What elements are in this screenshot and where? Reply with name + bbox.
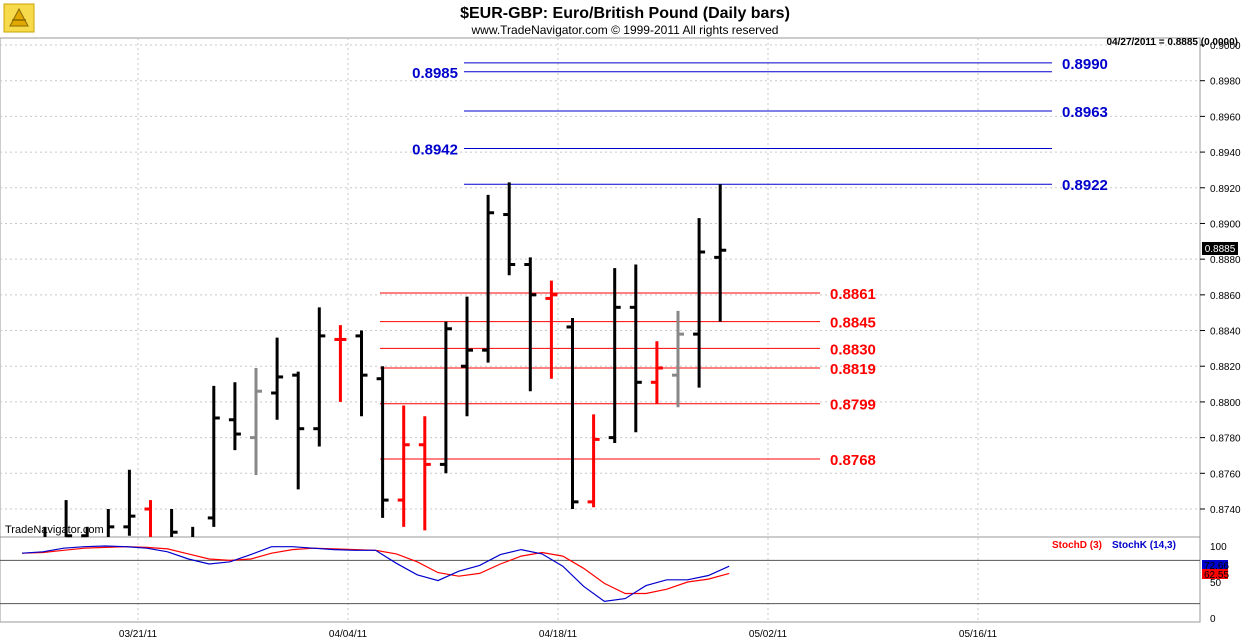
logo-icon (3, 3, 35, 33)
legend-stoch-d: StochD (3) (1052, 540, 1102, 551)
support-label: 0.8845 (830, 315, 876, 332)
date-axis: 03/21/11 04/04/11 04/18/11 05/02/11 05/16/11 (119, 629, 998, 640)
support-label: 0.8799 (830, 397, 876, 414)
y-tick-label: 0.8980 (1210, 77, 1241, 88)
level-lines: 0.8990 0.8985 0.8963 0.8942 0.8922 0.8861 0.88… (380, 56, 1108, 469)
y-tick-label: 0.8840 (1210, 327, 1241, 338)
stoch-tick-label: 50 (1210, 578, 1222, 589)
y-tick-label: 0.8780 (1210, 434, 1241, 445)
support-label: 0.8861 (830, 286, 876, 303)
y-tick-label: 0.8800 (1210, 398, 1241, 409)
resistance-label: 0.8985 (412, 65, 458, 82)
grid (0, 38, 1200, 622)
last-price-marker (1202, 242, 1238, 255)
ohlc-bars (43, 182, 727, 538)
y-tick-label: 0.8920 (1210, 184, 1241, 195)
resistance-label: 0.8963 (1062, 104, 1108, 121)
support-label: 0.8830 (830, 341, 876, 358)
y-tick-label: 0.8740 (1210, 505, 1241, 516)
price-axis: 0.9000 0.8980 0.8960 0.8940 0.8920 0.8900 0.88… (1200, 41, 1241, 516)
support-label: 0.8819 (830, 361, 876, 378)
stoch-d-value: 62.55 (1204, 570, 1229, 581)
x-tick-label: 05/16/11 (959, 629, 998, 640)
y-tick-label: 0.8760 (1210, 469, 1241, 480)
stoch-d-marker (1202, 569, 1228, 579)
stoch-k-marker (1202, 560, 1228, 570)
quote-readout: 04/27/2011 = 0.8885 (0.0000) (1106, 37, 1238, 48)
brand-watermark: TradeNavigator.com (5, 524, 104, 536)
x-tick-label: 04/18/11 (539, 629, 578, 640)
y-tick-label: 0.8860 (1210, 291, 1241, 302)
chart-subtitle: www.TradeNavigator.com © 1999-2011 All r… (471, 23, 779, 37)
y-tick-label: 0.8820 (1210, 362, 1241, 373)
x-tick-label: 03/21/11 (119, 629, 158, 640)
x-tick-label: 05/02/11 (749, 629, 788, 640)
last-price-label: 0.8885 (1205, 244, 1236, 255)
y-tick-label: 0.8900 (1210, 219, 1241, 230)
legend-stoch-k: StochK (14,3) (1112, 540, 1176, 551)
stoch-tick-label: 100 (1210, 542, 1227, 553)
chart-title: $EUR-GBP: Euro/British Pound (Daily bars… (460, 5, 790, 22)
y-tick-label: 0.8960 (1210, 112, 1241, 123)
price-plot-area (0, 37, 1201, 538)
resistance-label: 0.8990 (1062, 56, 1108, 73)
resistance-label: 0.8942 (412, 142, 458, 159)
support-label: 0.8768 (830, 452, 876, 469)
stoch-tick-label: 0 (1210, 614, 1216, 625)
y-tick-label: 0.8940 (1210, 148, 1241, 159)
x-tick-label: 04/04/11 (329, 629, 368, 640)
y-tick-label: 0.8880 (1210, 255, 1241, 266)
resistance-label: 0.8922 (1062, 177, 1108, 194)
stoch-k-value: 72.66 (1204, 561, 1229, 572)
y-tick-label: 0.9000 (1210, 41, 1241, 52)
stoch-k-line (21, 545, 730, 603)
